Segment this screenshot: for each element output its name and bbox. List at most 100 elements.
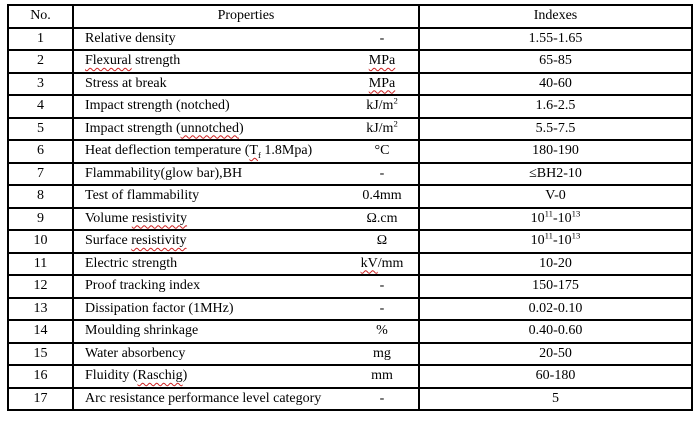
property-name: Surface resistivity: [85, 233, 346, 249]
table-row: 1 Relative density - 1.55-1.65: [7, 26, 693, 51]
property-cell-layout: Relative density -: [75, 30, 417, 47]
property-name: Impact strength (unnotched): [85, 121, 346, 137]
property-name: Proof tracking index: [85, 278, 346, 294]
property-cell: Volume resistivity Ω.cm: [72, 206, 420, 231]
table-body: 1 Relative density -1.55-1.65 2 Flexural str…: [7, 26, 693, 411]
text-segment: 1.8Mpa): [260, 143, 313, 159]
text-segment: Ω: [376, 233, 388, 249]
property-cell-layout: Volume resistivity Ω.cm: [75, 210, 417, 227]
text-segment: 150-175: [532, 278, 579, 294]
text-segment: 10-20: [539, 255, 572, 271]
row-number: 2: [7, 49, 74, 74]
index-value: 10-20: [418, 251, 693, 276]
text-segment: 5.5-7.5: [535, 120, 576, 136]
text-segment: -10: [553, 233, 572, 249]
spellcheck-underlined-text: resistivity: [132, 211, 187, 226]
property-cell-layout: Test of flammability 0.4mm: [75, 188, 417, 204]
text-segment: °C: [374, 143, 390, 159]
text-segment: Surface: [85, 233, 132, 249]
index-value: 65-85: [418, 49, 693, 74]
text-segment: ≤BH2-10: [529, 165, 582, 181]
property-unit: MPa: [346, 76, 417, 92]
spellcheck-underlined-text: Flexural: [85, 53, 132, 68]
row-number: 15: [7, 341, 74, 366]
text-segment: 0.02-0.10: [528, 300, 583, 316]
property-unit: mg: [346, 345, 417, 362]
property-unit: MPa: [346, 53, 417, 69]
property-name: Water absorbency: [85, 346, 346, 362]
property-cell: Electric strength kV/mm: [72, 251, 420, 276]
property-cell: Water absorbency mg: [72, 341, 420, 366]
table-row: 14 Moulding shrinkage% 0.40-0.60: [7, 319, 693, 344]
table-row: 13 Dissipation factor (1MHz) - 0.02-0.10: [7, 296, 693, 321]
property-cell: Impact strength (unnotched) kJ/m2: [72, 116, 420, 141]
property-cell-layout: Impact strength (notched) kJ/m2: [75, 97, 417, 114]
property-name: Flexural strength: [85, 53, 346, 69]
property-unit: -: [346, 390, 417, 407]
text-segment: Proof tracking index: [85, 278, 201, 294]
property-cell-layout: Flexural strength MPa: [75, 53, 417, 69]
row-number: 10: [7, 229, 74, 254]
property-cell-layout: Flammability(glow bar),BH -: [75, 166, 417, 182]
text-segment: Raschig: [137, 368, 183, 384]
property-cell: Relative density -: [72, 26, 420, 51]
text-segment: Impact strength (notched): [85, 98, 230, 114]
text-segment: mm: [371, 368, 393, 384]
text-segment: unnotched: [180, 120, 239, 136]
index-value: 20-50: [418, 341, 693, 366]
text-segment: /mm: [377, 255, 404, 271]
row-number: 17: [7, 386, 74, 411]
text-segment: Moulding shrinkage: [85, 323, 199, 339]
text-segment: -10: [553, 210, 572, 226]
property-unit: kJ/m2: [346, 119, 417, 137]
table-row: 10 Surface resistivity Ω 1011-1013: [7, 229, 693, 254]
text-segment: -: [379, 30, 385, 46]
property-cell: Flammability(glow bar),BH -: [72, 161, 420, 186]
spellcheck-underlined-text: unnotched: [181, 121, 239, 136]
text-segment: 10: [530, 210, 545, 226]
property-cell-layout: Surface resistivity Ω: [75, 233, 417, 249]
row-number: 8: [7, 184, 74, 209]
property-unit: mm: [346, 368, 417, 384]
header-no: No.: [7, 4, 74, 29]
property-unit: 0.4mm: [346, 188, 417, 204]
row-number: 4: [7, 94, 74, 119]
property-cell: Moulding shrinkage%: [72, 319, 420, 344]
text-segment: Heat deflection temperature (: [85, 143, 250, 159]
text-segment: -: [379, 390, 385, 406]
text-segment: Arc resistance performance level categor…: [85, 390, 322, 406]
table-row: 3 Stress at break MPa 40-60: [7, 71, 693, 96]
text-segment: kV: [360, 255, 378, 271]
text-segment: -: [379, 300, 385, 316]
property-cell: Stress at break MPa: [72, 71, 420, 96]
text-segment: strength: [131, 53, 181, 69]
text-segment: mg: [373, 345, 391, 361]
row-number: 1: [7, 26, 74, 51]
text-segment: Stress at break: [85, 75, 167, 91]
spellcheck-underlined-text: Tf: [249, 143, 260, 159]
index-value: 1.6-2.5: [418, 94, 693, 119]
table-row: 8 Test of flammability 0.4mm V-0: [7, 184, 693, 209]
row-number: 3: [7, 71, 74, 96]
index-value: 1011-1013: [418, 229, 693, 254]
material-properties-table: No. Properties Indexes 1 Relative density…: [7, 4, 693, 411]
text-segment: kJ/m: [366, 120, 394, 136]
superscript-text: 11: [544, 230, 553, 241]
table-row: 7 Flammability(glow bar),BH - ≤BH2-10: [7, 161, 693, 186]
spellcheck-underlined-text: Raschig: [138, 368, 183, 383]
index-value: 0.40-0.60: [418, 319, 693, 344]
index-value: 5: [418, 386, 693, 411]
property-name: Heat deflection temperature (Tf 1.8Mpa): [85, 143, 346, 159]
property-cell: Test of flammability 0.4mm: [72, 184, 420, 209]
superscript-text: 13: [571, 230, 581, 241]
header-row: No. Properties Indexes: [7, 4, 693, 29]
table-row: 12 Proof tracking index - 150-175: [7, 274, 693, 299]
table-row: 4 Impact strength (notched) kJ/m2 1.6-2.5: [7, 94, 693, 119]
text-segment: 40-60: [539, 75, 572, 91]
text-segment: Ω.cm: [366, 210, 398, 226]
property-name: Test of flammability: [85, 188, 346, 204]
property-cell-layout: Arc resistance performance level categor…: [75, 390, 417, 407]
header-properties: Properties: [72, 4, 420, 29]
text-segment: 0.40-0.60: [528, 323, 583, 339]
text-segment: MPa: [368, 53, 396, 69]
